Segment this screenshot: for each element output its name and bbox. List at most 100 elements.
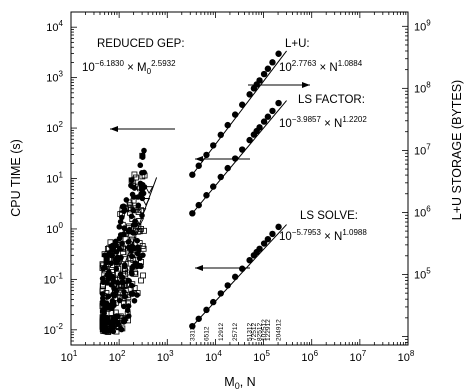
x-tick-label: 103 — [157, 349, 174, 364]
ls-factor-fit-base: 10 — [279, 118, 292, 130]
x-tick-label-exp: 4 — [217, 349, 222, 358]
gep-point — [129, 191, 136, 198]
y-left-tick-label-exp: 2 — [59, 120, 64, 129]
y-left-tick-label: 101 — [46, 171, 63, 186]
y-axis-title-right: L+U STORAGE (BYTES) — [450, 80, 464, 220]
n-label: 82512 — [257, 323, 264, 341]
x-tick-label-exp: 3 — [169, 349, 174, 358]
lu-point — [260, 70, 268, 78]
y-right-tick-label-exp: 6 — [426, 204, 431, 213]
gep-point — [121, 293, 128, 300]
ls-factor-point — [239, 146, 246, 153]
gep-point — [131, 290, 138, 297]
y-right-tick-label-exp: 9 — [426, 18, 431, 27]
y-left-tick-label-base: 10 — [44, 274, 56, 286]
gep-point — [112, 238, 119, 245]
y-right-tick-label: 106 — [414, 204, 431, 219]
gep-point — [119, 206, 126, 213]
gep-point — [126, 278, 132, 284]
lu-point — [231, 111, 239, 118]
gep-point — [113, 266, 120, 272]
y-right-tick-label-base: 10 — [414, 207, 426, 219]
gep-point — [121, 319, 127, 325]
data-layer — [99, 50, 287, 335]
gep-point — [128, 206, 134, 213]
gep-point — [135, 202, 142, 209]
x-tick-label-base: 10 — [61, 352, 73, 364]
n-label: 102512 — [261, 319, 268, 341]
lu-point — [224, 121, 231, 129]
lu-point — [269, 59, 276, 66]
gep-point — [116, 224, 123, 230]
gep-point — [129, 281, 136, 288]
x-tick-label: 106 — [301, 349, 318, 364]
lu-point — [195, 162, 202, 169]
gep-point — [123, 197, 130, 203]
y-right-tick-label: 105 — [414, 266, 431, 281]
ls-factor-fit-exp2: 1.2202 — [342, 115, 367, 124]
gep-point — [119, 244, 126, 251]
annotations: 3313 6512 12912 25712 5131272512825121025121… — [82, 38, 367, 341]
lu-arrow-head — [302, 82, 310, 88]
lu-label: L+U: — [285, 38, 310, 50]
gep-point — [100, 301, 106, 307]
x-tick-label-base: 10 — [398, 352, 410, 364]
gep-point — [128, 213, 135, 220]
gep-point — [103, 259, 109, 266]
gep-point — [130, 256, 137, 263]
ls-factor-point — [264, 113, 272, 120]
lu-fit-exp2: 1.0884 — [338, 59, 363, 68]
ls-factor-point — [260, 118, 268, 125]
gep-point — [139, 243, 146, 249]
ls-factor-point — [246, 136, 253, 144]
gep-point — [121, 265, 128, 272]
x-tick-label-exp: 2 — [121, 349, 126, 358]
x-tick-label-base: 10 — [253, 352, 265, 364]
gep-point — [135, 218, 145, 227]
x-tick-label-base: 10 — [350, 352, 362, 364]
y-right-tick-label-base: 10 — [414, 269, 426, 281]
y-left-tick-label-exp: 0 — [59, 221, 64, 230]
y-left-tick-label-base: 10 — [46, 123, 58, 135]
gep-point — [119, 279, 126, 285]
x-axis-title-main: M — [224, 375, 234, 389]
gep-point — [141, 147, 147, 154]
lu-point — [189, 171, 196, 178]
ls-factor-fit-formula: 10−3.9857 × N1.2202 — [279, 115, 367, 130]
ls-solve-point — [256, 245, 263, 252]
gep-point — [120, 231, 127, 238]
ls-solve-point — [264, 235, 272, 243]
gep-point — [119, 274, 126, 281]
gep-point — [120, 203, 127, 210]
y-left-tick-label-exp: 3 — [59, 70, 64, 79]
y-left-tick-label-base: 10 — [46, 73, 58, 85]
ls-solve-point — [275, 223, 282, 231]
gep-point — [124, 307, 131, 314]
ls-factor-point — [189, 210, 196, 217]
ls-factor-point — [224, 164, 231, 172]
gep-point — [129, 271, 135, 277]
gep-point — [121, 303, 127, 310]
lu-point — [217, 131, 224, 139]
ls-solve-point — [246, 256, 253, 264]
reduced-gep-label: REDUCED GEP: — [97, 38, 185, 50]
x-axis-title: M0, N — [224, 375, 255, 391]
gep-point — [115, 265, 122, 272]
gep-point — [115, 322, 122, 329]
gep-point — [136, 262, 143, 269]
ls-solve-point — [231, 273, 239, 281]
lu-fit-formula: 102.7763 × N1.0884 — [279, 59, 363, 74]
ls-solve-point — [224, 282, 231, 289]
gep-point — [132, 270, 139, 277]
y-left-tick-label-exp: -2 — [56, 322, 64, 331]
gep-point — [125, 239, 132, 245]
y-right-tick-label: 107 — [414, 142, 431, 157]
lu-point — [264, 65, 272, 72]
lu-fit-mid: × N — [316, 62, 337, 74]
gep-point — [141, 227, 147, 234]
y-left-tick-label: 103 — [46, 70, 63, 85]
reduced-gep-scatter — [99, 147, 154, 335]
gep-point — [102, 315, 109, 321]
lu-point — [246, 91, 253, 98]
